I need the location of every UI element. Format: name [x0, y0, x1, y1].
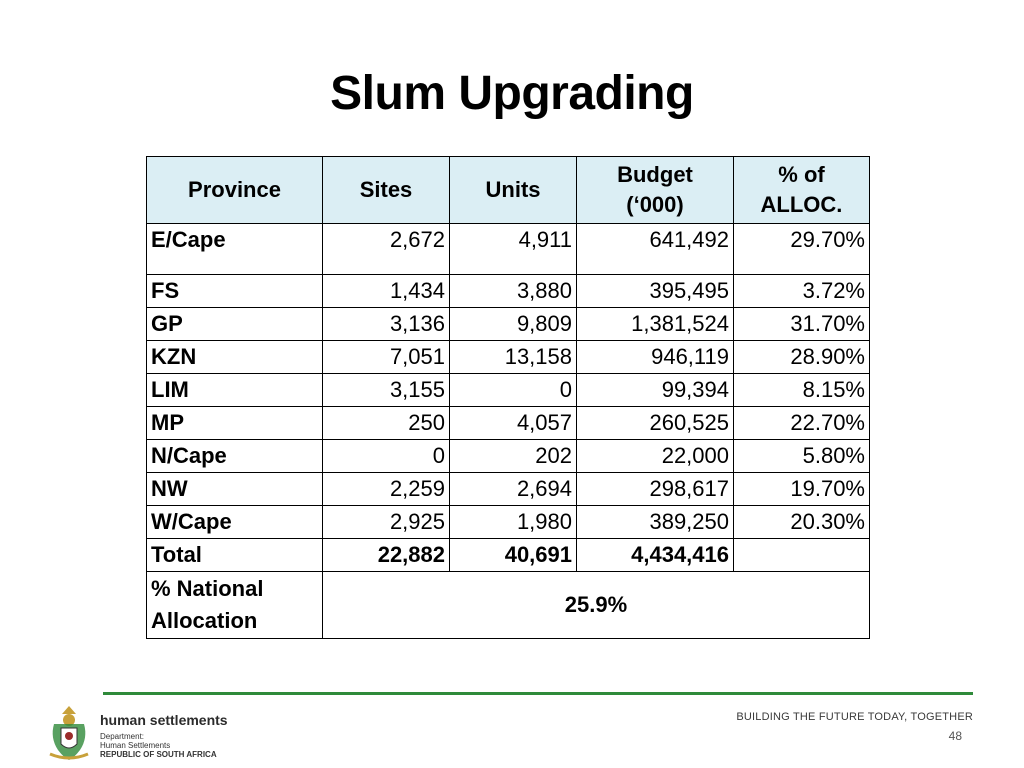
- cell-alloc: 29.70%: [733, 223, 870, 275]
- table-row: LIM 3,155 0 99,394 8.15%: [146, 373, 870, 407]
- cell-province: KZN: [146, 340, 323, 374]
- table-header-row: Province Sites Units Budget (‘000) % of …: [146, 156, 870, 224]
- slum-upgrading-table: Province Sites Units Budget (‘000) % of …: [146, 156, 870, 639]
- total-sites: 22,882: [322, 538, 450, 572]
- cell-units: 4,911: [449, 223, 577, 275]
- cell-budget: 395,495: [576, 274, 734, 308]
- cell-sites: 3,155: [322, 373, 450, 407]
- brand-name: human settlements: [100, 712, 228, 728]
- total-budget: 4,434,416: [576, 538, 734, 572]
- table-row: E/Cape 2,672 4,911 641,492 29.70%: [146, 223, 870, 275]
- cell-budget: 1,381,524: [576, 307, 734, 341]
- total-alloc: [733, 538, 870, 572]
- total-row: Total 22,882 40,691 4,434,416: [146, 538, 870, 572]
- footer-tagline: BUILDING THE FUTURE TODAY, TOGETHER: [736, 711, 973, 723]
- table-row: W/Cape 2,925 1,980 389,250 20.30%: [146, 505, 870, 539]
- national-value: 25.9%: [322, 571, 870, 639]
- cell-alloc: 19.70%: [733, 472, 870, 506]
- cell-sites: 2,925: [322, 505, 450, 539]
- cell-province: GP: [146, 307, 323, 341]
- cell-sites: 2,259: [322, 472, 450, 506]
- cell-province: FS: [146, 274, 323, 308]
- footer-brand: human settlements Department: Human Sett…: [100, 712, 228, 759]
- cell-units: 4,057: [449, 406, 577, 440]
- cell-units: 0: [449, 373, 577, 407]
- national-allocation-row: % National Allocation 25.9%: [146, 571, 870, 639]
- cell-units: 2,694: [449, 472, 577, 506]
- cell-budget: 22,000: [576, 439, 734, 473]
- cell-province: NW: [146, 472, 323, 506]
- national-label: % National Allocation: [146, 571, 323, 639]
- slide-title: Slum Upgrading: [330, 67, 694, 120]
- cell-province: E/Cape: [146, 223, 323, 275]
- cell-province: LIM: [146, 373, 323, 407]
- cell-units: 13,158: [449, 340, 577, 374]
- cell-sites: 7,051: [322, 340, 450, 374]
- cell-units: 202: [449, 439, 577, 473]
- cell-province: W/Cape: [146, 505, 323, 539]
- cell-sites: 3,136: [322, 307, 450, 341]
- cell-alloc: 22.70%: [733, 406, 870, 440]
- cell-province: N/Cape: [146, 439, 323, 473]
- cell-alloc: 20.30%: [733, 505, 870, 539]
- table-row: GP 3,136 9,809 1,381,524 31.70%: [146, 307, 870, 341]
- cell-sites: 2,672: [322, 223, 450, 275]
- coat-of-arms-icon: [49, 706, 89, 760]
- table-row: NW 2,259 2,694 298,617 19.70%: [146, 472, 870, 506]
- footer-divider: [103, 692, 973, 695]
- table-row: N/Cape 0 202 22,000 5.80%: [146, 439, 870, 473]
- table-row: MP 250 4,057 260,525 22.70%: [146, 406, 870, 440]
- header-units: Units: [449, 156, 577, 224]
- cell-alloc: 28.90%: [733, 340, 870, 374]
- cell-sites: 250: [322, 406, 450, 440]
- cell-budget: 298,617: [576, 472, 734, 506]
- dept-line-1: Department:: [100, 732, 145, 741]
- header-province: Province: [146, 156, 323, 224]
- page-number: 48: [948, 729, 962, 743]
- cell-alloc: 3.72%: [733, 274, 870, 308]
- dept-line-3: REPUBLIC OF SOUTH AFRICA: [100, 750, 217, 759]
- header-alloc: % of ALLOC.: [733, 156, 870, 224]
- cell-budget: 946,119: [576, 340, 734, 374]
- cell-budget: 99,394: [576, 373, 734, 407]
- cell-sites: 0: [322, 439, 450, 473]
- cell-budget: 641,492: [576, 223, 734, 275]
- header-budget: Budget (‘000): [576, 156, 734, 224]
- cell-budget: 260,525: [576, 406, 734, 440]
- cell-sites: 1,434: [322, 274, 450, 308]
- cell-units: 3,880: [449, 274, 577, 308]
- cell-alloc: 5.80%: [733, 439, 870, 473]
- cell-alloc: 31.70%: [733, 307, 870, 341]
- header-sites: Sites: [322, 156, 450, 224]
- total-units: 40,691: [449, 538, 577, 572]
- table-row: FS 1,434 3,880 395,495 3.72%: [146, 274, 870, 308]
- cell-units: 1,980: [449, 505, 577, 539]
- table-row: KZN 7,051 13,158 946,119 28.90%: [146, 340, 870, 374]
- cell-alloc: 8.15%: [733, 373, 870, 407]
- total-label: Total: [146, 538, 323, 572]
- cell-province: MP: [146, 406, 323, 440]
- cell-units: 9,809: [449, 307, 577, 341]
- cell-budget: 389,250: [576, 505, 734, 539]
- dept-line-2: Human Settlements: [100, 741, 171, 750]
